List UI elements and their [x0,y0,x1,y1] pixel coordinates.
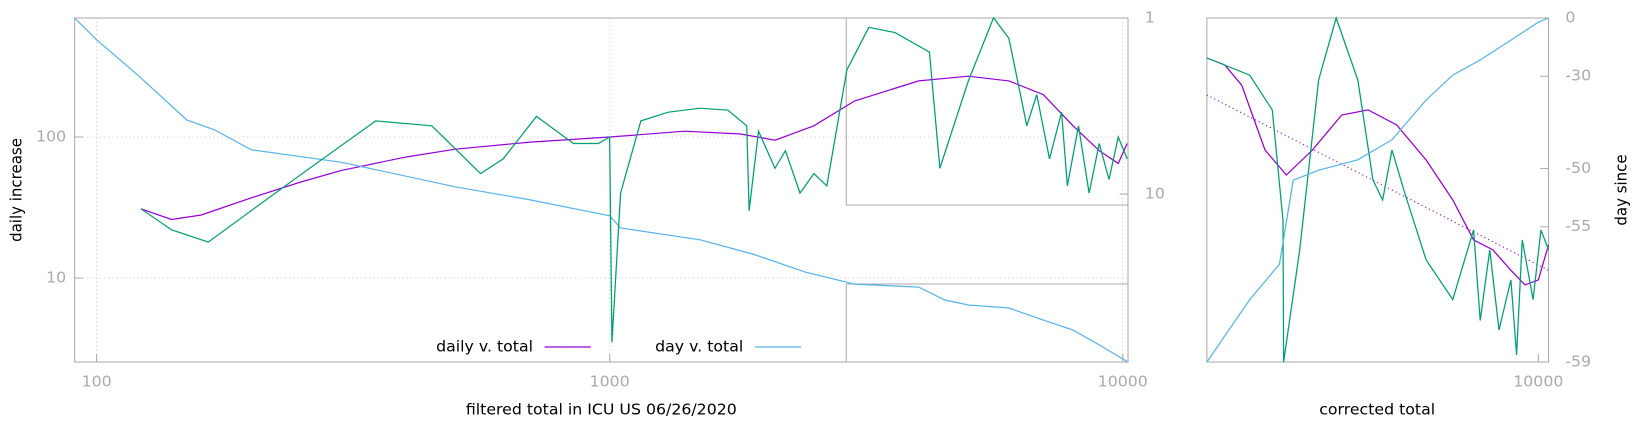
legend-label: daily v. total [436,338,533,356]
y2-tick-label: 0 [1565,9,1575,27]
y2-tick-label: 10 [1145,185,1165,203]
y2-tick-label: -30 [1565,67,1591,85]
plot-frame [1206,17,1550,363]
x-axis-label: corrected total [1319,401,1435,419]
inset-outline [845,18,1129,362]
series-line [74,17,1129,363]
series-line [140,16,1128,343]
y2-tick-label: 1 [1145,9,1155,27]
x-tick-label: 10000 [1098,373,1148,391]
x-tick-label: 10000 [1513,373,1563,391]
x-tick-label: 1000 [590,373,630,391]
y-axis-label: daily increase [7,138,25,242]
y2-axis-label: day since [1612,154,1630,225]
series-line [140,75,1128,221]
x-tick-label: 100 [82,373,112,391]
y2-tick-label: -55 [1565,218,1591,236]
y2-tick-label: -59 [1565,353,1591,371]
x-axis-label: filtered total in ICU US 06/26/2020 [466,401,737,419]
y2-tick-label: -50 [1565,159,1591,177]
series-line [1206,17,1549,363]
legend-label: day v. total [655,338,743,356]
series-line [1206,57,1550,286]
y-tick-label: 100 [36,128,66,146]
series-line [1206,15,1550,363]
series-line [1206,94,1549,271]
plot-frame [74,17,1129,363]
y-tick-label: 10 [46,269,66,287]
